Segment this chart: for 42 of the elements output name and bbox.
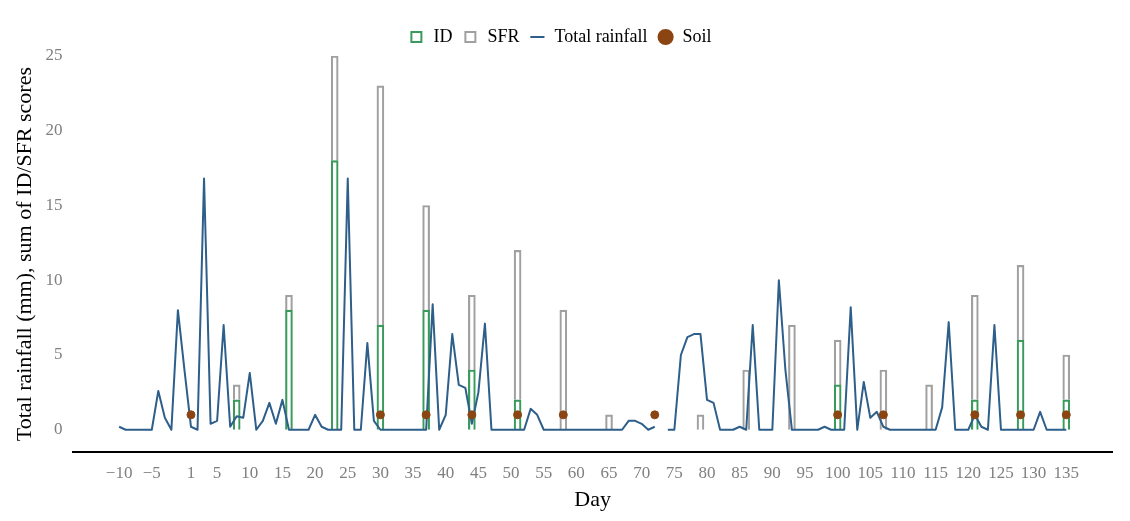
x-tick-label: 100 <box>824 462 851 482</box>
x-tick-label: 45 <box>469 462 487 482</box>
x-tick-label: 110 <box>890 462 916 482</box>
x-tick-label: 20 <box>306 462 324 482</box>
x-tick-label: 135 <box>1053 462 1080 482</box>
x-tick-label: 95 <box>796 462 814 482</box>
x-tick-label: 30 <box>371 462 389 482</box>
x-tick-label: 75 <box>665 462 683 482</box>
y-axis-title: Total rainfall (mm), sum of ID/SFR scores <box>10 66 36 442</box>
x-tick-label: 70 <box>633 462 651 482</box>
x-tick-label: 65 <box>600 462 618 482</box>
x-tick-label: 25 <box>339 462 357 482</box>
x-tick-label: 40 <box>437 462 455 482</box>
y-tick-label: 0 <box>53 419 63 439</box>
x-tick-label: 15 <box>273 462 291 482</box>
x-tick-label: 130 <box>1020 462 1047 482</box>
y-tick-label: 5 <box>53 344 63 364</box>
legend-label: Soil <box>682 25 712 46</box>
x-axis-title: Day <box>574 485 612 511</box>
x-tick-label: −10 <box>105 462 133 482</box>
x-tick-label: 125 <box>988 462 1014 482</box>
x-tick-label: 120 <box>955 462 982 482</box>
x-tick-label: 55 <box>535 462 553 482</box>
x-tick-label: 60 <box>567 462 585 482</box>
y-tick-label: 15 <box>45 194 63 214</box>
y-tick-label: 10 <box>45 269 63 289</box>
x-tick-label: 105 <box>857 462 884 482</box>
x-tick-label: 80 <box>698 462 716 482</box>
legend-label: SFR <box>487 25 520 46</box>
x-tick-label: 90 <box>763 462 781 482</box>
x-tick-label: 35 <box>404 462 422 482</box>
x-tick-label: 1 <box>186 462 196 482</box>
x-tick-label: 85 <box>731 462 749 482</box>
y-tick-label: 25 <box>45 45 63 65</box>
x-tick-label: −5 <box>142 462 161 482</box>
x-tick-label: 50 <box>502 462 520 482</box>
legend-label: Total rainfall <box>554 25 648 46</box>
y-tick-label: 20 <box>45 120 63 140</box>
x-tick-label: 115 <box>923 462 949 482</box>
legend-label: ID <box>433 25 453 46</box>
x-tick-label: 5 <box>212 462 222 482</box>
x-tick-label: 10 <box>241 462 259 482</box>
